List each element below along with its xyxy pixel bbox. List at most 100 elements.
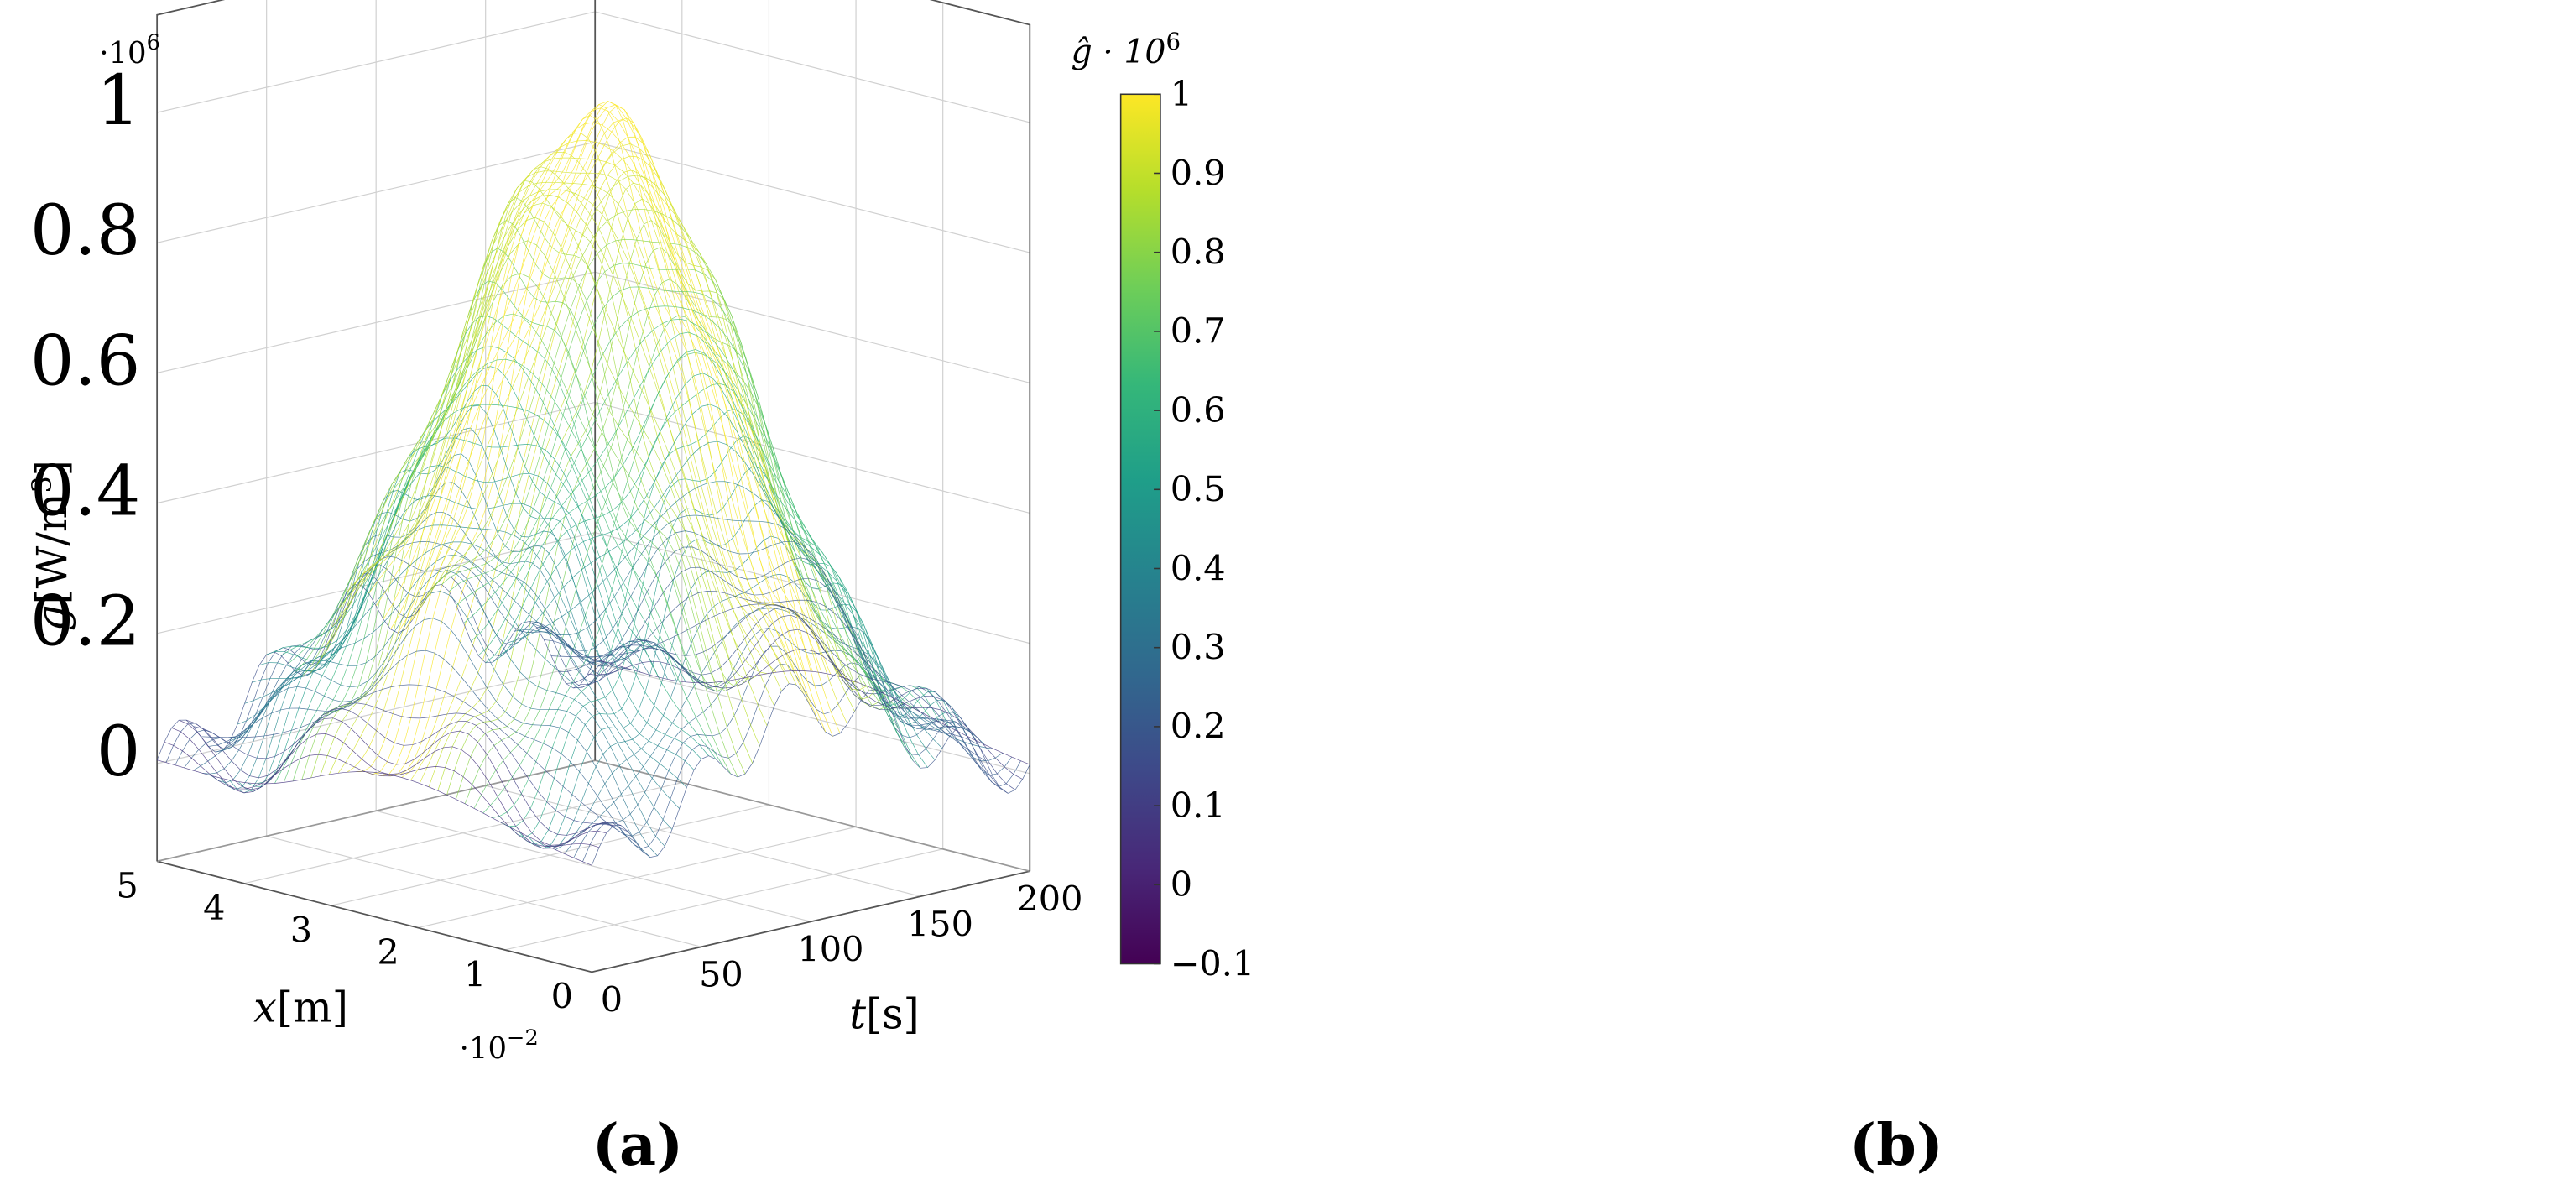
t-grid-line: [594, 0, 1030, 872]
t-grid-line: [156, 14, 592, 973]
x-axis-var: x: [253, 983, 277, 1031]
colorbar-title-exp: 6: [1165, 28, 1181, 55]
mesh-line-t: [201, 684, 636, 843]
z-grid-line: [157, 271, 1030, 383]
panel-label-a: (a): [592, 1112, 684, 1179]
t-tick-label: 100: [797, 930, 863, 970]
t-tick-label: 150: [907, 905, 973, 945]
colorbar-title-base: ĝ · 10: [1072, 33, 1166, 71]
colorbar-tick-label: 0: [1171, 864, 1192, 905]
z-scale-label: ·106: [99, 30, 160, 70]
mesh-line-t: [361, 157, 797, 686]
mesh-line-t: [471, 331, 906, 747]
x-grid-line: [417, 0, 857, 929]
mesh-line-x: [410, 155, 849, 780]
mesh-line-x: [464, 279, 904, 804]
colorbar: −0.1 0 0.1 0.2 0.3 0.4 0.5 0.6 0.7 0.8 0.9 1ĝ · 106: [1072, 28, 1255, 983]
mesh-line-t: [258, 494, 695, 770]
mesh-line-t: [157, 759, 592, 866]
x-tick-label: 4: [203, 888, 225, 928]
mesh-line-t: [353, 170, 790, 684]
t-tick-label: 50: [699, 955, 743, 995]
mesh-line-t: [397, 104, 833, 737]
z-axis-unit-close: ]: [28, 460, 76, 476]
mesh-line-t: [566, 607, 1001, 790]
x-scale-label: ·10−2: [460, 1025, 539, 1066]
mesh-line-t: [185, 707, 622, 836]
mesh-line-t: [499, 441, 936, 760]
x-scale-exp: −2: [507, 1025, 539, 1051]
colorbar-tick-label: 0.2: [1171, 707, 1226, 747]
x-tick-label: 2: [377, 932, 399, 973]
x-tick-label: 5: [117, 866, 138, 906]
mesh-line-x: [202, 512, 641, 775]
axis-labels: x[m]·10−2 t[s]g[W/m3]·106: [28, 30, 920, 1066]
x-axis-label: x[m]: [253, 983, 348, 1031]
mesh-line-t: [252, 524, 687, 788]
mesh-line-t: [456, 305, 892, 711]
z-tick-label: 0.6: [30, 320, 141, 401]
mesh-line-t: [222, 591, 658, 857]
z-tick-label: 0: [96, 711, 141, 792]
mesh-line-t: [215, 618, 651, 858]
mesh-line-t: [550, 603, 987, 762]
mesh-line-t: [573, 614, 1009, 794]
mesh-line-t: [324, 202, 760, 747]
mesh-line-t: [331, 194, 768, 726]
z-axis-unit-power: 3: [28, 476, 58, 493]
colorbar-tick-label: 0.1: [1171, 785, 1226, 826]
mesh-line-t: [310, 240, 746, 775]
mesh-line-t: [237, 554, 673, 830]
t-grid-line: [485, 0, 920, 897]
mesh-line-x: [165, 573, 605, 763]
colorbar-gradient: [1119, 93, 1161, 965]
mesh-line-t: [375, 122, 811, 707]
colorbar-tick-label: 1: [1171, 74, 1192, 114]
x-grid-line: [331, 0, 770, 906]
z-tick-label: 0.2: [30, 581, 141, 662]
mesh-line-t: [587, 649, 1023, 780]
axes-frame: [156, 0, 1031, 973]
colorbar-tick-label: 0.7: [1171, 311, 1226, 352]
mesh-line-t: [595, 659, 1030, 765]
z-grid-line: [157, 401, 1030, 514]
x-tick-label: 0: [551, 977, 573, 1017]
panel-b: 00.20.40.60.81012345050100150200x[m]·10−…: [1288, 0, 2576, 1200]
mesh-line-t: [390, 101, 827, 733]
z-scale-exp: 6: [147, 30, 160, 55]
x-scale-base: ·10: [460, 1031, 507, 1066]
z-axis-var: g: [28, 605, 76, 632]
mesh-line-t: [580, 629, 1016, 790]
mesh-line-t: [317, 217, 753, 764]
surface-plot-b: 00.20.40.60.81012345050100150200x[m]·10−…: [1288, 0, 2576, 1200]
x-axis-unit: [m]: [277, 983, 348, 1031]
plot-root: 00.20.40.60.81012345050100150200x[m]·10−…: [28, 0, 1254, 1066]
surface-plot-a: 00.20.40.60.81012345050100150200x[m]·10−…: [28, 0, 1254, 1066]
mesh-line-t: [266, 465, 702, 759]
mesh-line-t: [426, 209, 863, 699]
x-tick-label: 1: [464, 954, 486, 994]
t-grid-line: [266, 0, 701, 947]
mesh-line-x: [564, 628, 1004, 854]
mesh-line-t: [164, 742, 600, 848]
mesh-line-t: [544, 591, 979, 746]
mesh-line-t: [434, 238, 870, 691]
z-tick-label: 1: [96, 60, 141, 141]
floor-back-edge: [156, 759, 1030, 873]
mesh-line-t: [441, 263, 877, 690]
colorbar-title: ĝ · 106: [1072, 28, 1181, 71]
floor-edge: [156, 860, 1030, 973]
colorbar-tick-label: 0.5: [1171, 469, 1226, 509]
z-scale-base: ·10: [99, 36, 146, 70]
colorbar-tick-label: 0.6: [1171, 390, 1226, 430]
colorbar-tick-label: −0.1: [1171, 943, 1254, 983]
z-axis-label: g[W/m3]: [28, 460, 76, 631]
t-tick-label: 200: [1016, 879, 1082, 919]
t-tick-label: 0: [601, 980, 623, 1020]
mesh-line-t: [244, 541, 680, 809]
t-axis-label: t[s]: [849, 989, 920, 1038]
colorbar-tick-label: 0.8: [1171, 232, 1226, 272]
mesh-line-t: [477, 349, 914, 761]
colorbar-tick-label: 0.9: [1171, 153, 1226, 193]
